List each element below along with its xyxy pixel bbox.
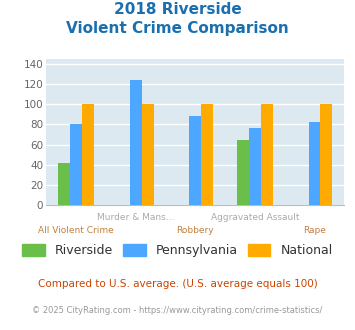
Text: Aggravated Assault: Aggravated Assault — [211, 213, 299, 222]
Bar — [261, 105, 273, 205]
Bar — [321, 105, 332, 205]
Bar — [142, 105, 153, 205]
Bar — [70, 124, 82, 205]
Bar — [308, 122, 321, 205]
Bar — [201, 105, 213, 205]
Text: Rape: Rape — [303, 226, 326, 235]
Text: Robbery: Robbery — [176, 226, 214, 235]
Text: All Violent Crime: All Violent Crime — [38, 226, 114, 235]
Legend: Riverside, Pennsylvania, National: Riverside, Pennsylvania, National — [17, 239, 338, 262]
Bar — [58, 163, 70, 205]
Text: © 2025 CityRating.com - https://www.cityrating.com/crime-statistics/: © 2025 CityRating.com - https://www.city… — [32, 306, 323, 315]
Text: Violent Crime Comparison: Violent Crime Comparison — [66, 21, 289, 36]
Text: Murder & Mans...: Murder & Mans... — [97, 213, 174, 222]
Text: 2018 Riverside: 2018 Riverside — [114, 2, 241, 16]
Bar — [189, 116, 201, 205]
Bar — [249, 128, 261, 205]
Bar — [237, 140, 249, 205]
Bar — [130, 81, 142, 205]
Text: Compared to U.S. average. (U.S. average equals 100): Compared to U.S. average. (U.S. average … — [38, 279, 317, 289]
Bar — [82, 105, 94, 205]
